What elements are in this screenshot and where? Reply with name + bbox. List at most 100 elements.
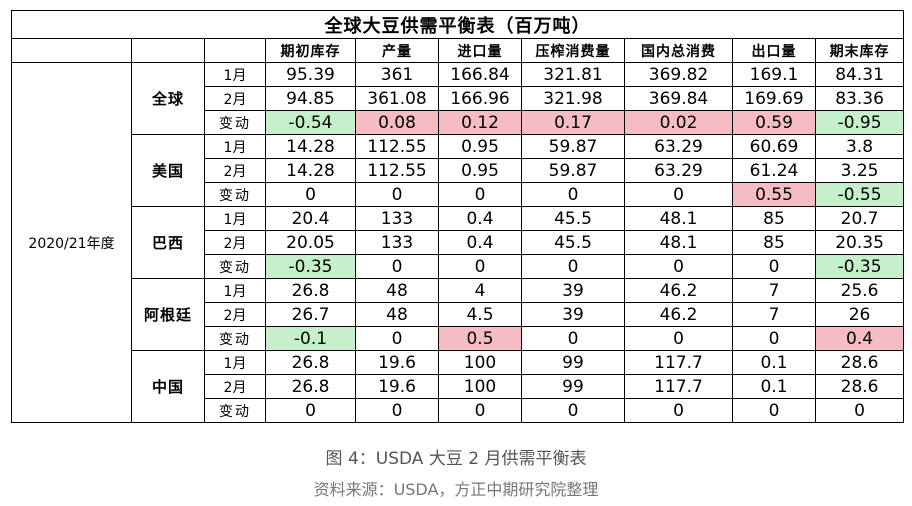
header-blank-month — [204, 38, 266, 63]
value-cell: 39 — [521, 302, 625, 327]
value-cell: 4.5 — [438, 302, 522, 327]
value-cell: 48 — [355, 278, 439, 303]
value-cell: 19.6 — [355, 374, 439, 399]
change-cell: 0 — [732, 254, 816, 279]
value-cell: 26.8 — [265, 374, 356, 399]
region-label: 全球 — [131, 62, 205, 135]
region-label: 中国 — [131, 350, 205, 423]
change-cell: 0.59 — [732, 110, 816, 135]
table-row: 变动 0 0 0 0 0 0 0 — [12, 398, 905, 423]
value-cell: 46.2 — [624, 278, 733, 303]
table-row: 美国 1月 14.28 112.55 0.95 59.87 63.29 60.69 3.8 — [12, 134, 905, 207]
value-cell: 3.8 — [814, 134, 905, 159]
region-label: 巴西 — [131, 206, 205, 279]
value-cell: 166.96 — [438, 86, 522, 111]
value-cell: 84.31 — [814, 62, 905, 87]
month-label: 1月 — [204, 134, 266, 159]
value-cell: 14.28 — [265, 158, 356, 183]
month-label: 2月 — [204, 374, 266, 399]
column-header: 进口量 — [438, 38, 522, 63]
table-row: 2月 14.28 112.55 0.95 59.87 63.29 61.24 3.25 — [12, 158, 905, 183]
value-cell: 0.1 — [732, 350, 816, 375]
change-cell: 0.17 — [521, 110, 625, 135]
change-cell: 0 — [438, 254, 522, 279]
table-row: 2020/21年度 全球 1月 95.39 361 166.84 321.81 369.82 1… — [11, 62, 905, 423]
value-cell: 0.1 — [732, 374, 816, 399]
change-cell: -0.54 — [265, 110, 356, 135]
value-cell: 63.29 — [624, 134, 733, 159]
change-cell: 0 — [355, 398, 439, 423]
column-header: 压榨消费量 — [521, 38, 625, 63]
month-label: 2月 — [204, 230, 266, 255]
value-cell: 85 — [732, 206, 816, 231]
value-cell: 133 — [355, 230, 439, 255]
month-label: 2月 — [204, 158, 266, 183]
header-row: 期初库存 产量 进口量 压榨消费量 国内总消费 出口量 期末库存 — [11, 38, 905, 63]
change-cell: 0.4 — [814, 326, 905, 351]
column-header: 期初库存 — [265, 38, 356, 63]
column-header: 出口量 — [732, 38, 816, 63]
value-cell: 48 — [355, 302, 439, 327]
value-cell: 45.5 — [521, 206, 625, 231]
value-cell: 26 — [814, 302, 905, 327]
table-row: 变动 -0.54 0.08 0.12 0.17 0.02 0.59 -0.95 — [12, 110, 905, 135]
table-row: 阿根廷 1月 26.8 48 4 39 46.2 7 25.6 — [12, 278, 905, 351]
value-cell: 369.84 — [624, 86, 733, 111]
value-cell: 48.1 — [624, 206, 733, 231]
month-label: 1月 — [204, 62, 266, 87]
change-cell: 0.08 — [355, 110, 439, 135]
change-cell: 0.02 — [624, 110, 733, 135]
value-cell: 166.84 — [438, 62, 522, 87]
table-row: 变动 -0.1 0 0.5 0 0 0 0.4 — [12, 326, 905, 351]
value-cell: 59.87 — [521, 134, 625, 159]
column-header: 产量 — [355, 38, 439, 63]
table-title: 全球大豆供需平衡表（百万吨） — [10, 10, 905, 39]
value-cell: 48.1 — [624, 230, 733, 255]
value-cell: 361.08 — [355, 86, 439, 111]
value-cell: 321.81 — [521, 62, 625, 87]
source-note: 资料来源：USDA，方正中期研究院整理 — [313, 480, 599, 499]
change-cell: -0.1 — [265, 326, 356, 351]
header-blank-region — [131, 38, 205, 63]
change-cell: 0 — [624, 182, 733, 207]
region-label: 阿根廷 — [131, 278, 205, 351]
value-cell: 369.82 — [624, 62, 733, 87]
value-cell: 321.98 — [521, 86, 625, 111]
month-label: 1月 — [204, 206, 266, 231]
value-cell: 95.39 — [265, 62, 356, 87]
change-cell: 0 — [265, 182, 356, 207]
year-label: 2020/21年度 — [11, 62, 132, 423]
value-cell: 61.24 — [732, 158, 816, 183]
change-cell: 0 — [814, 398, 905, 423]
change-cell: 0 — [438, 398, 522, 423]
title-row: 全球大豆供需平衡表（百万吨） — [10, 10, 905, 39]
figure-caption: 图 4：USDA 大豆 2 月供需平衡表 — [325, 449, 587, 469]
change-cell: 0 — [355, 326, 439, 351]
value-cell: 28.6 — [814, 350, 905, 375]
value-cell: 26.7 — [265, 302, 356, 327]
table-row: 中国 1月 26.8 19.6 100 99 117.7 0.1 28.6 — [12, 350, 905, 423]
change-cell: 0 — [521, 182, 625, 207]
value-cell: 0.95 — [438, 158, 522, 183]
column-header: 期末库存 — [814, 38, 905, 63]
value-cell: 26.8 — [265, 278, 356, 303]
value-cell: 7 — [732, 302, 816, 327]
change-cell: 0 — [521, 326, 625, 351]
month-label: 2月 — [204, 86, 266, 111]
change-cell: 0.12 — [438, 110, 522, 135]
value-cell: 4 — [438, 278, 522, 303]
change-row-label: 变动 — [204, 398, 266, 423]
table-row: 2月 20.05 133 0.4 45.5 48.1 85 20.35 — [12, 230, 905, 255]
value-cell: 133 — [355, 206, 439, 231]
month-label: 2月 — [204, 302, 266, 327]
value-cell: 83.36 — [814, 86, 905, 111]
value-cell: 0.4 — [438, 206, 522, 231]
value-cell: 100 — [438, 350, 522, 375]
change-cell: 0 — [438, 182, 522, 207]
table-row: 变动 0 0 0 0 0 0.55 -0.55 — [12, 182, 905, 207]
value-cell: 25.6 — [814, 278, 905, 303]
value-cell: 7 — [732, 278, 816, 303]
value-cell: 0.4 — [438, 230, 522, 255]
value-cell: 169.1 — [732, 62, 816, 87]
table-row: 2月 26.7 48 4.5 39 46.2 7 26 — [12, 302, 905, 327]
